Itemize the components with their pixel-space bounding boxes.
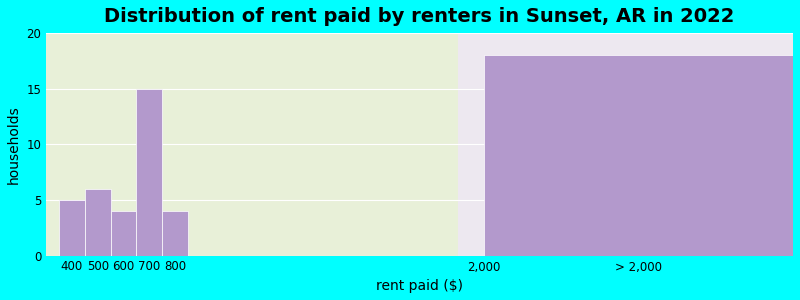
Bar bbox=[46, 33, 458, 256]
Bar bbox=[59, 200, 85, 256]
Bar bbox=[484, 55, 793, 256]
Bar bbox=[110, 211, 136, 256]
Title: Distribution of rent paid by renters in Sunset, AR in 2022: Distribution of rent paid by renters in … bbox=[105, 7, 735, 26]
X-axis label: rent paid ($): rent paid ($) bbox=[376, 279, 463, 293]
Bar bbox=[458, 33, 793, 256]
Y-axis label: households: households bbox=[7, 105, 21, 184]
Bar bbox=[85, 189, 110, 256]
Bar bbox=[136, 89, 162, 256]
Bar bbox=[162, 211, 188, 256]
